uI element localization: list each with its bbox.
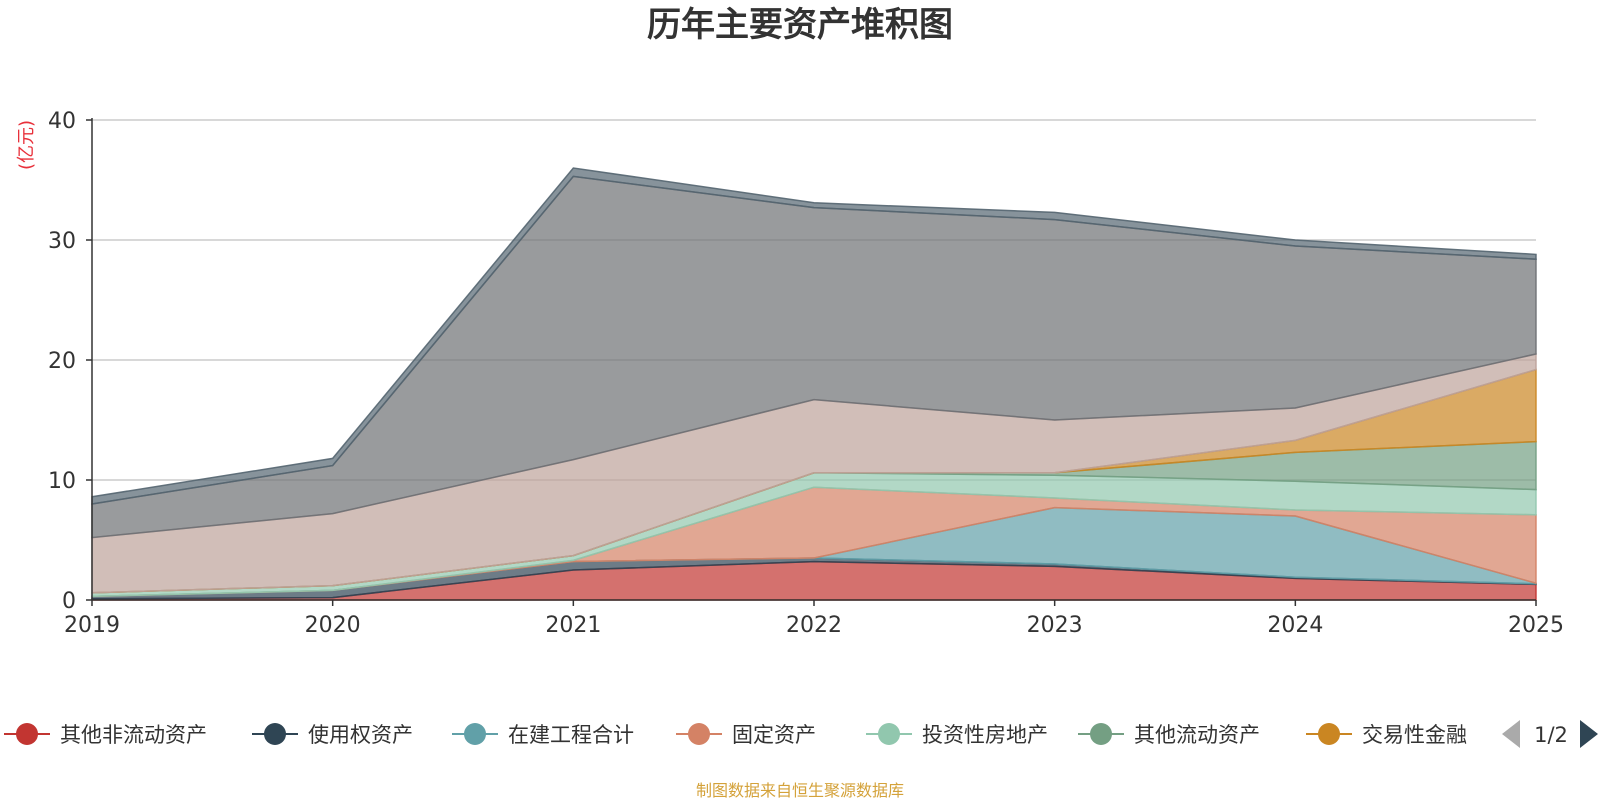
x-tick-label: 2025 (1508, 613, 1564, 638)
legend-circle-icon (1090, 723, 1112, 745)
data-source-note: 制图数据来自恒生聚源数据库 (696, 781, 904, 800)
legend-label: 交易性金融 (1362, 723, 1467, 747)
legend-item-4[interactable]: 投资性房地产 (866, 723, 1048, 747)
legend-circle-icon (878, 723, 900, 745)
legend-prev-page-icon[interactable] (1502, 720, 1520, 748)
legend-circle-icon (464, 723, 486, 745)
legend-item-5[interactable]: 其他流动资产 (1078, 723, 1260, 747)
area-series-9 (91, 167, 1537, 505)
x-tick-label: 2024 (1267, 613, 1323, 638)
legend-circle-icon (688, 723, 710, 745)
legend-item-6[interactable]: 交易性金融 (1306, 723, 1467, 747)
legend-label: 使用权资产 (308, 723, 413, 747)
legend-label: 投资性房地产 (922, 723, 1048, 747)
y-tick-label: 40 (48, 109, 76, 134)
x-tick-label: 2022 (786, 613, 842, 638)
legend-item-2[interactable]: 在建工程合计 (452, 723, 634, 747)
legend-item-0[interactable]: 其他非流动资产 (4, 723, 207, 747)
legend-circle-icon (264, 723, 286, 745)
x-tick-label: 2023 (1027, 613, 1083, 638)
legend-circle-icon (1318, 723, 1340, 745)
legend-page-indicator: 1/2 (1534, 723, 1568, 747)
area-series-group (91, 167, 1537, 601)
legend-circle-icon (16, 723, 38, 745)
legend-label: 其他流动资产 (1134, 723, 1260, 747)
chart-title: 历年主要资产堆积图 (647, 5, 953, 45)
y-tick-label: 20 (48, 349, 76, 374)
y-axis-unit-label: (亿元) (16, 120, 37, 170)
legend-label: 在建工程合计 (508, 723, 634, 747)
x-tick-label: 2019 (64, 613, 120, 638)
y-tick-label: 10 (48, 469, 76, 494)
legend-next-page-icon[interactable] (1580, 720, 1598, 748)
legend-item-1[interactable]: 使用权资产 (252, 723, 413, 747)
y-tick-label: 0 (62, 589, 76, 614)
legend: 其他非流动资产 使用权资产 在建工程合计 固定资产 投资性房地产 其他流动资产 交易性金融 1… (4, 720, 1598, 748)
x-tick-label: 2021 (545, 613, 601, 638)
legend-item-3[interactable]: 固定资产 (676, 723, 816, 747)
axes: 0 10 20 30 40 2019 2020 2021 2022 2023 2024 2025 (48, 109, 1564, 638)
legend-label: 其他非流动资产 (60, 723, 207, 747)
legend-label: 固定资产 (732, 723, 816, 747)
x-tick-label: 2020 (305, 613, 361, 638)
y-tick-label: 30 (48, 229, 76, 254)
